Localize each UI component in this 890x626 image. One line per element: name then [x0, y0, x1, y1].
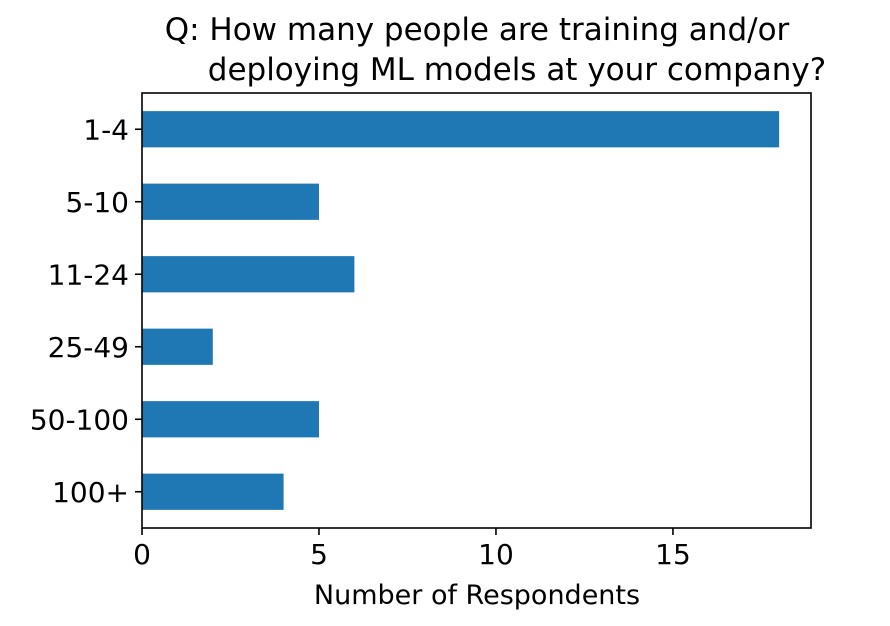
y-tick-label: 50-100 — [30, 403, 129, 436]
bars-layer — [142, 111, 780, 510]
bar-50-100 — [142, 401, 319, 438]
bar-1-4 — [142, 111, 780, 148]
chart-title-line-1: Q: How many people are training and/or — [165, 12, 790, 48]
x-tick-label: 5 — [310, 538, 328, 571]
x-tick-label: 0 — [133, 538, 151, 571]
y-tick-label: 25-49 — [48, 331, 129, 364]
x-axis-label: Number of Respondents — [314, 580, 640, 611]
y-axis-ticks: 1-4 5-10 11-24 25-49 50-100 100+ — [30, 113, 142, 509]
x-tick-label: 15 — [655, 538, 691, 571]
y-tick-label: 5-10 — [65, 186, 129, 219]
chart-title-line-2: deploying ML models at your company? — [208, 52, 826, 88]
bar-5-10 — [142, 183, 319, 220]
y-tick-label: 11-24 — [48, 258, 129, 291]
y-tick-label: 100+ — [52, 476, 129, 509]
y-tick-label: 1-4 — [83, 113, 129, 146]
plot-area-frame — [141, 92, 812, 529]
x-tick-label: 10 — [478, 538, 514, 571]
bar-11-24 — [142, 256, 355, 293]
bar-100+ — [142, 473, 284, 510]
x-axis-ticks: 0 5 10 15 — [133, 528, 691, 571]
bar-25-49 — [142, 328, 213, 365]
